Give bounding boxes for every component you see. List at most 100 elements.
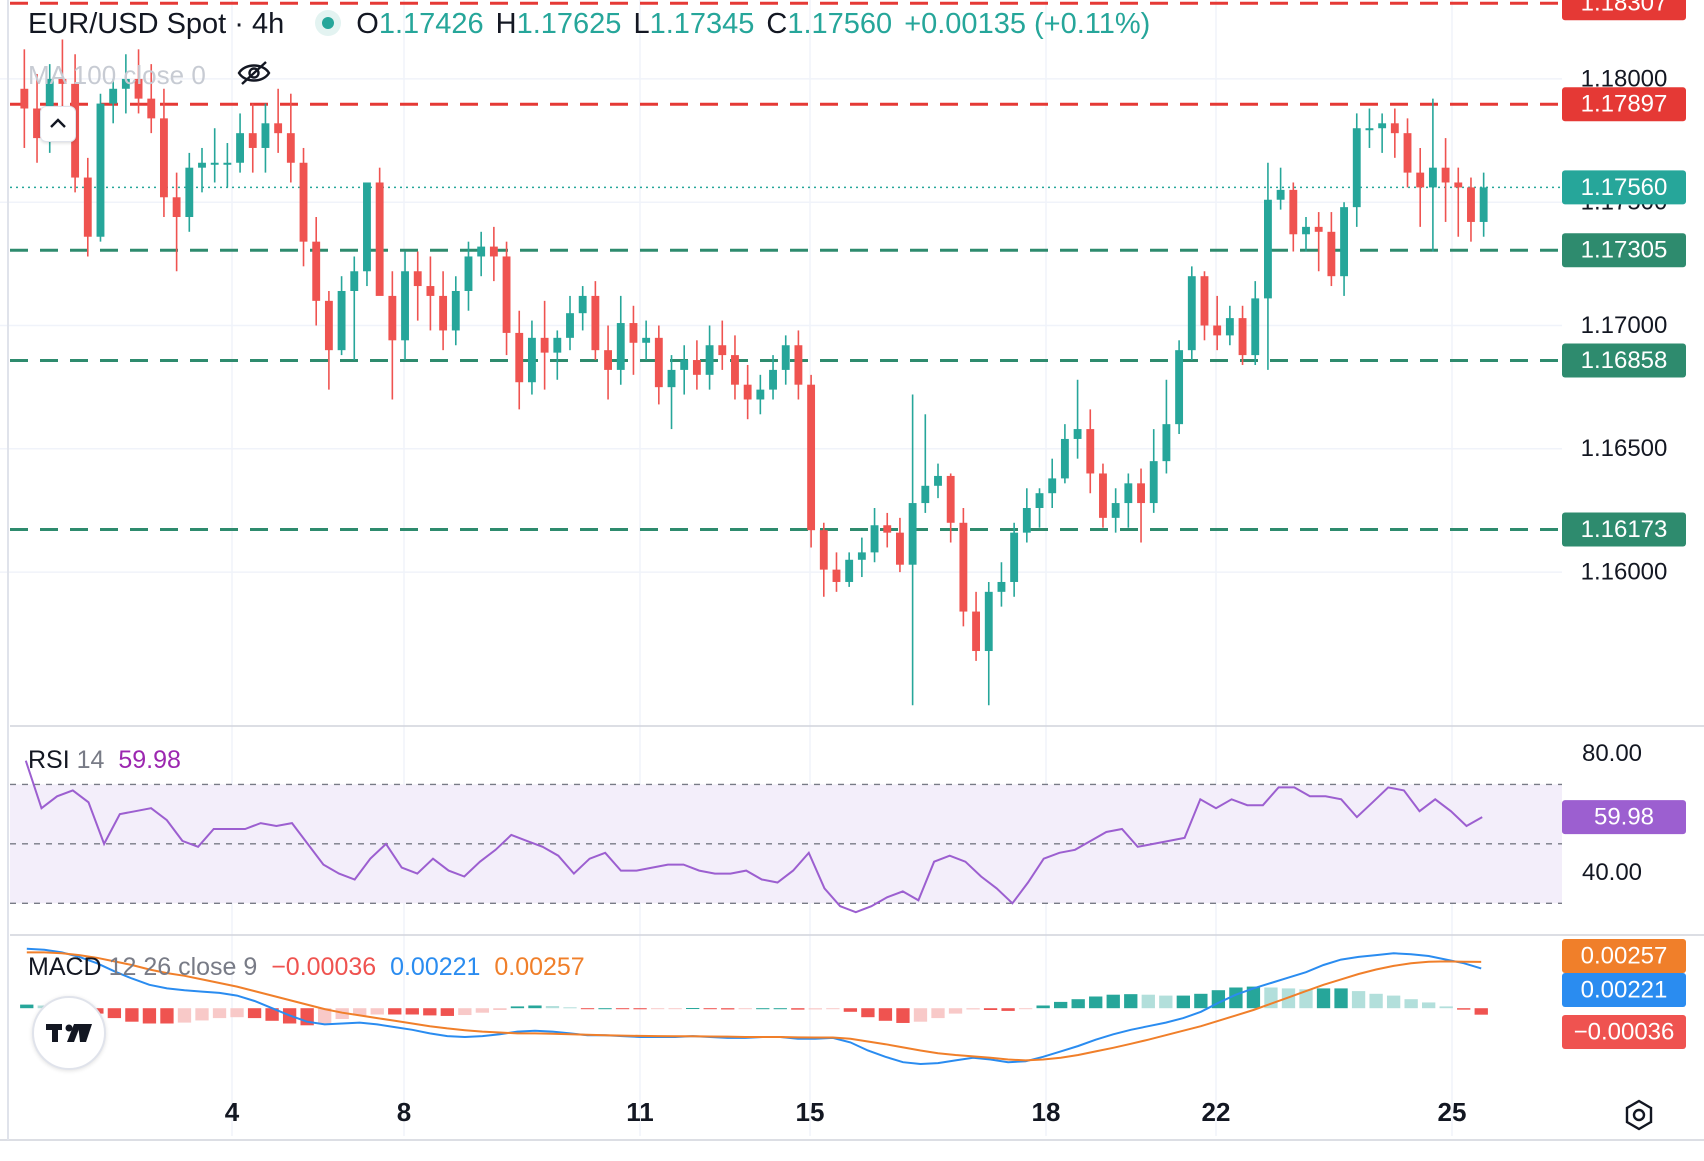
candle-body [1060,438,1069,479]
chevron-up-icon [50,118,66,128]
candle [1111,488,1120,533]
candle [223,143,232,188]
candle-body [489,246,498,257]
rsi-bands [10,783,1562,904]
candle [1276,167,1285,210]
macd-hist-bar [826,1008,840,1010]
candle [819,522,828,597]
chart-header: EUR/USD Spot · 4h O1.17426 H1.17625 L1.1734… [28,8,1150,41]
level-tag-bg [1562,343,1686,378]
macd-signal-tag-text: 0.00257 [1581,942,1668,969]
change-value: +0.00135 (+0.11%) [904,8,1151,40]
candle-body [845,559,854,582]
candle [324,290,333,390]
macd-hist-bar [668,1008,682,1010]
candle [198,147,206,193]
candle-body [870,525,879,553]
candle [83,157,92,257]
candle-body [705,345,714,375]
macd-line-tag-bg [1562,973,1686,1007]
candle-body [527,337,536,383]
macd-hist-bar [353,1008,367,1016]
candle [337,276,346,356]
macd-hist-bar [510,1006,525,1009]
candle [769,355,777,400]
macd-hist-bar [1334,988,1348,1009]
candle [1403,118,1412,188]
level-tag-text: 1.18307 [1581,0,1668,17]
candle-body [1048,478,1057,494]
macd-hist-bar [931,1008,945,1019]
candle-body [756,389,765,400]
low-value: 1.17345 [649,8,755,40]
market-status-icon [322,17,335,30]
candle [413,251,422,321]
level-tag-text: 1.17305 [1581,237,1668,264]
y-tick-label: 1.16500 [1581,435,1668,462]
candle-body [1073,429,1082,439]
candle-body [1162,424,1171,462]
macd-hist-bar [20,1004,34,1009]
candle-body [1263,199,1272,299]
candle-body [1314,226,1323,232]
macd-hist-bar [458,1008,472,1016]
candle [1060,424,1069,484]
collapse-legend-button[interactable] [40,106,76,142]
macd-hist-bar [1369,993,1383,1009]
macd-hist-bar [1018,1008,1033,1010]
macd-hist-bar [721,1008,735,1010]
candle-body [667,369,676,388]
x-tick-label: 11 [626,1097,654,1127]
candle [286,93,295,183]
macd-hist-bar [913,1008,928,1022]
macd-legend[interactable]: MACD 12 26 close 9 −0.00036 0.00221 0.00… [28,953,585,982]
candle-body [857,552,866,560]
macd-hist-bar [125,1008,139,1022]
rsi-legend[interactable]: RSI 14 59.98 [28,746,181,775]
candlestick-series [20,39,1488,706]
candle [1022,488,1031,543]
candle-body [1099,473,1107,518]
candle-body [642,337,651,343]
macd-hist-bar [1439,1006,1453,1009]
candle [210,128,219,183]
candle [261,103,270,173]
close-value: 1.17560 [787,8,893,40]
y-tick-label: 1.17000 [1581,312,1668,339]
tradingview-logo[interactable] [32,996,106,1070]
rsi-value-tag: 59.98 [1562,800,1686,835]
candle [680,345,689,395]
candle-body [718,345,727,356]
last-price-tag: 1.17560 [1562,170,1686,205]
rsi-params: 14 [76,746,105,774]
candle [934,463,942,499]
symbol-title[interactable]: EUR/USD Spot · 4h [28,8,285,40]
candle-body [616,323,625,370]
candle-body [223,162,232,165]
candle-body [972,611,981,652]
eye-hidden-icon[interactable] [236,60,272,86]
macd-hist-bar [1141,994,1155,1009]
candle [185,152,194,232]
macd-series [20,947,1488,1066]
candle [857,537,866,578]
candle-body [1289,189,1298,235]
candle [1187,266,1196,361]
candle-body [1441,167,1450,183]
macd-hist-bar [808,1008,822,1010]
settings-gear-icon[interactable] [1622,1098,1656,1132]
macd-hist-bar [195,1008,209,1021]
level-tag-bg [1562,0,1686,21]
candle-body [159,118,168,198]
candle-body [540,337,549,353]
candle [692,340,701,390]
candle-body [109,88,118,104]
candle [426,256,435,331]
candle [1441,138,1450,222]
ma-indicator-label[interactable]: MA 100 close 0 [28,60,206,90]
candle-body [1149,461,1158,504]
tradingview-logo-icon [46,1024,92,1042]
macd-hist-bar [1299,989,1313,1009]
